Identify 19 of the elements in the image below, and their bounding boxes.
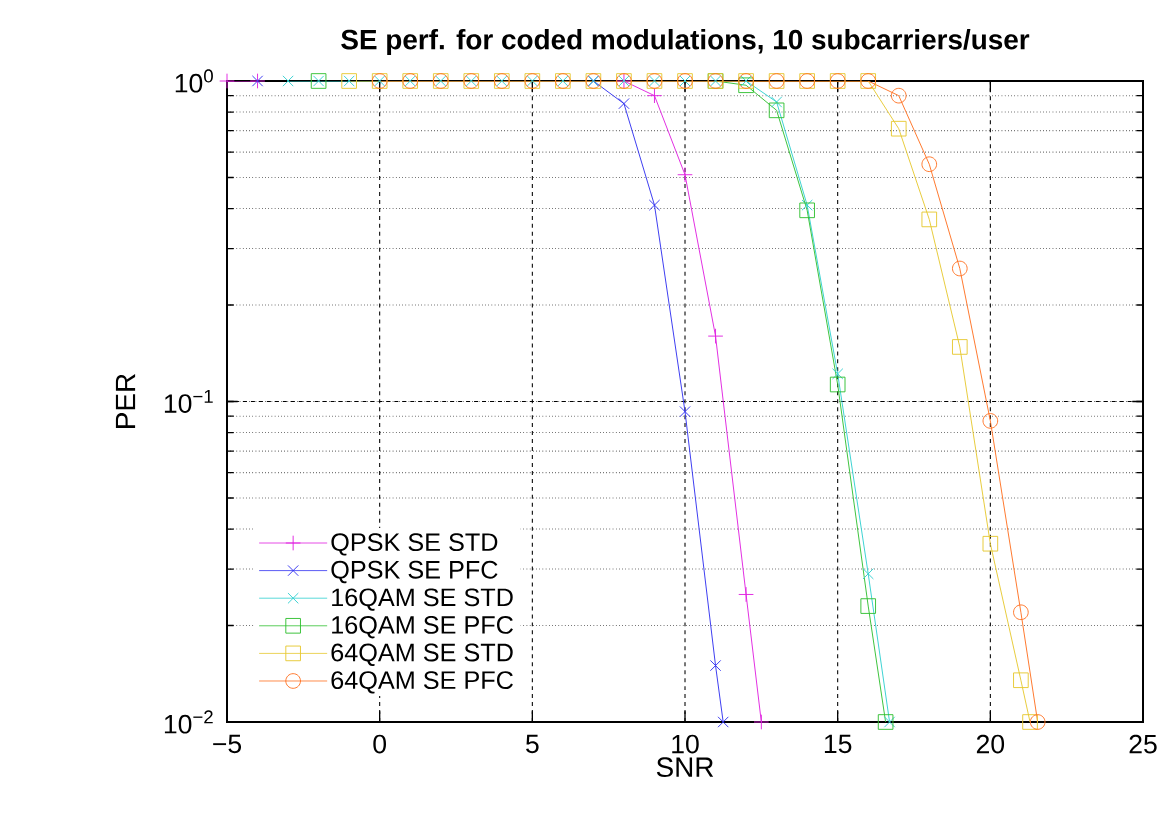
legend-label: QPSK SE PFC [331, 560, 498, 584]
x-tick-label: 0 [373, 734, 387, 754]
x-axis-title: SNR [656, 757, 714, 778]
legend-label: 16QAM SE PFC [332, 615, 513, 639]
x-tick-label: 20 [976, 734, 1005, 754]
y-tick-label: 10$^{0}$ [175, 69, 213, 93]
legend-label: QPSK SE STD [331, 533, 498, 556]
y-tick-label: 10$^{−1}$ [164, 389, 213, 414]
x-tick-label: 5 [526, 734, 539, 754]
x-tick-label: 15 [824, 734, 852, 754]
x-tick-label: −5 [213, 734, 242, 754]
y-tick-label: 10$^{−2}$ [164, 710, 213, 734]
x-tick-label: 25 [1129, 734, 1157, 754]
legend-label: 64QAM SE PFC [331, 671, 513, 694]
chart-title: SE perf. for coded modulations, 10 subcarriers/user [341, 29, 1030, 56]
x-tick-label: 10 [672, 734, 699, 754]
legend-label: 64QAM SE STD [331, 643, 513, 666]
y-axis-title: PER [115, 374, 136, 428]
legend-label: 16QAM SE STD [332, 588, 513, 611]
